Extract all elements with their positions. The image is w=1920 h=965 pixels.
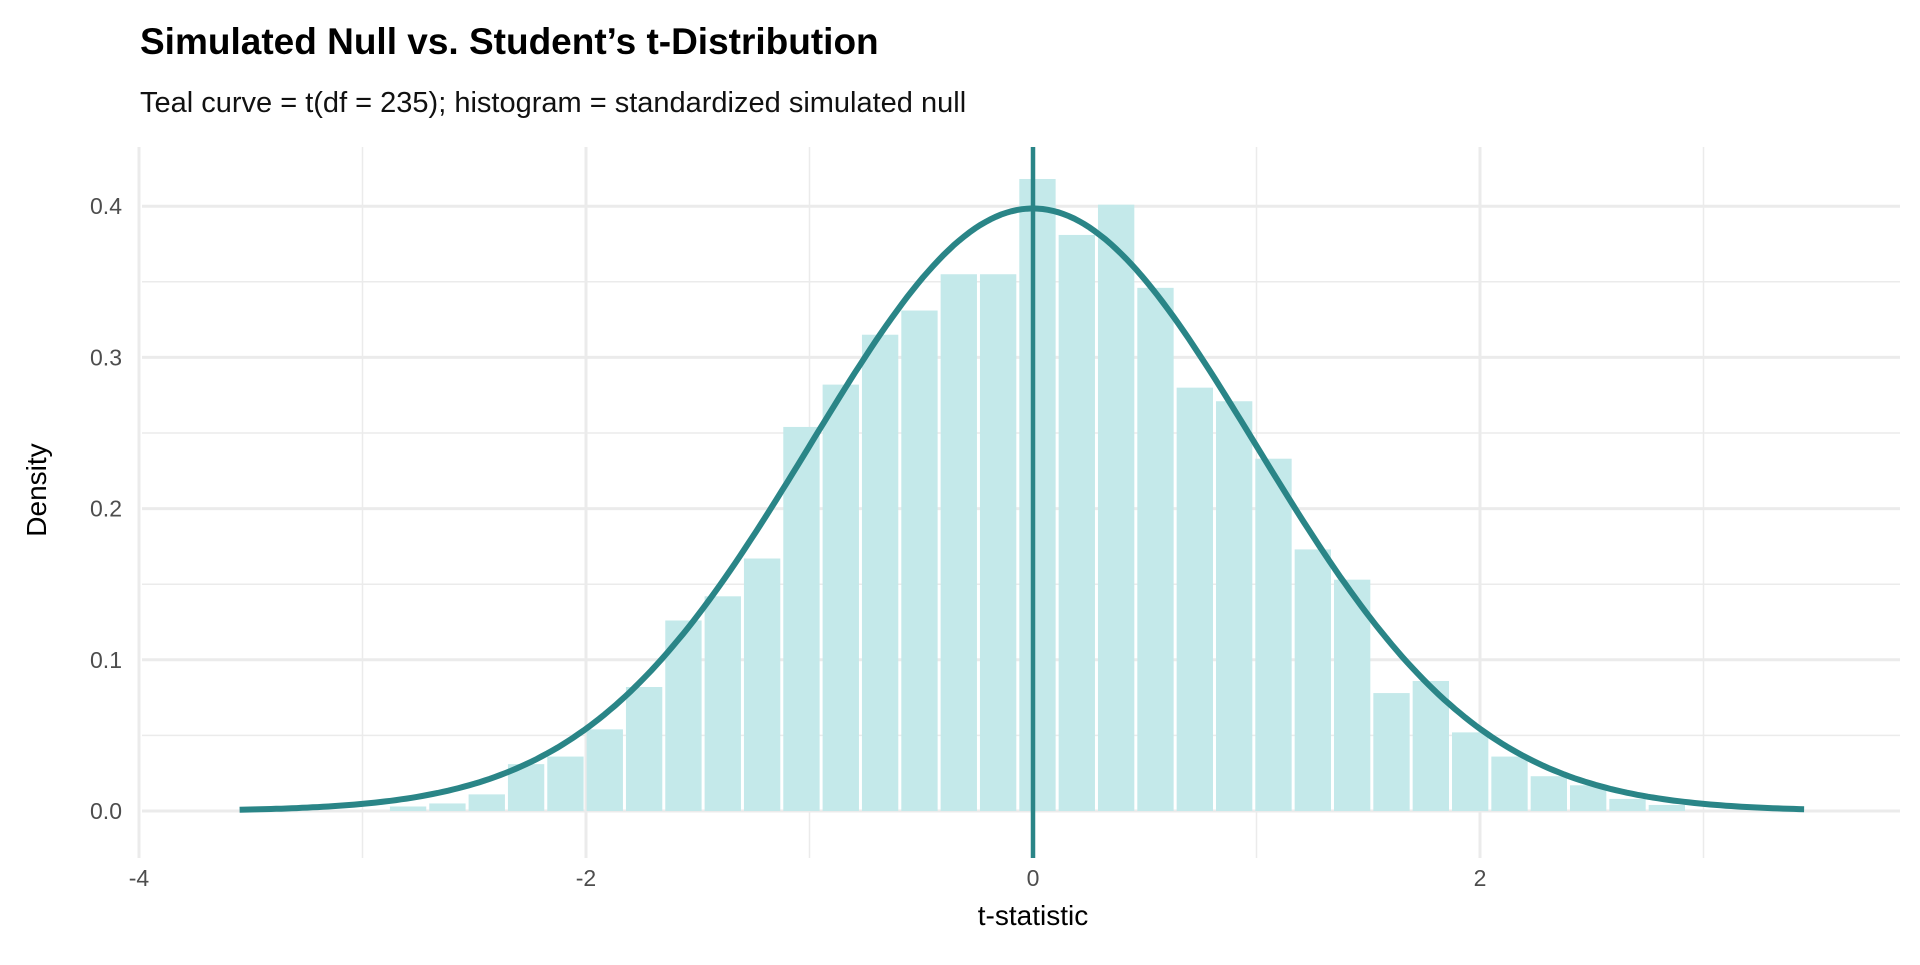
- histogram-bar: [940, 274, 977, 811]
- histogram-bar: [389, 806, 427, 811]
- chart-subtitle: Teal curve = t(df = 235); histogram = st…: [140, 87, 966, 119]
- histogram-bar: [1412, 680, 1449, 811]
- histogram-bar: [468, 794, 505, 811]
- histogram-bars: [389, 178, 1686, 812]
- histogram-bar: [979, 274, 1017, 811]
- histogram-bar: [861, 334, 899, 811]
- histogram-bar: [1491, 756, 1528, 811]
- histogram-bar: [1058, 234, 1095, 812]
- histogram-bar: [1333, 579, 1371, 811]
- y-tick-label: 0.0: [90, 798, 122, 824]
- histogram-bar: [625, 687, 663, 811]
- histogram-bar: [1530, 776, 1568, 811]
- histogram-bar: [547, 756, 584, 811]
- histogram-bar: [1176, 387, 1213, 811]
- histogram-bar: [1570, 785, 1607, 811]
- histogram-bar: [1648, 804, 1686, 811]
- x-tick-label: -4: [129, 865, 150, 891]
- density-curve-group: [239, 147, 1805, 858]
- histogram-bar: [429, 803, 466, 811]
- histogram-bar: [1609, 798, 1646, 811]
- x-tick-label: 0: [1027, 865, 1040, 891]
- x-axis-title: t-statistic: [978, 900, 1088, 931]
- histogram-bar: [1097, 204, 1135, 812]
- histogram-bar: [1451, 732, 1489, 811]
- histogram-bar: [822, 384, 859, 811]
- y-tick-label: 0.4: [90, 193, 122, 219]
- histogram-bar: [1255, 458, 1292, 811]
- histogram-bar: [1019, 178, 1056, 811]
- histogram-bar: [743, 558, 781, 811]
- x-tick-label: 2: [1474, 865, 1487, 891]
- histogram-bar: [704, 596, 741, 811]
- x-tick-label: -2: [576, 865, 596, 891]
- histogram-bar: [586, 729, 623, 811]
- histogram-bar: [1137, 287, 1174, 811]
- x-axis-ticks: -4 -2 0 2: [129, 865, 1487, 891]
- y-tick-label: 0.1: [90, 647, 122, 673]
- y-axis-title: Density: [21, 443, 52, 536]
- histogram-bar: [901, 310, 938, 811]
- histogram-bar: [1373, 693, 1410, 811]
- histogram-bar: [1215, 401, 1253, 811]
- t-density-curve: [239, 205, 1805, 813]
- y-tick-label: 0.2: [90, 496, 122, 522]
- chart-title: Simulated Null vs. Student’s t-Distribut…: [140, 21, 879, 62]
- y-tick-label: 0.3: [90, 344, 122, 370]
- histogram-bar: [1294, 549, 1331, 811]
- histogram-bar: [783, 426, 820, 811]
- y-axis-ticks: 0.0 0.1 0.2 0.3 0.4: [90, 193, 122, 824]
